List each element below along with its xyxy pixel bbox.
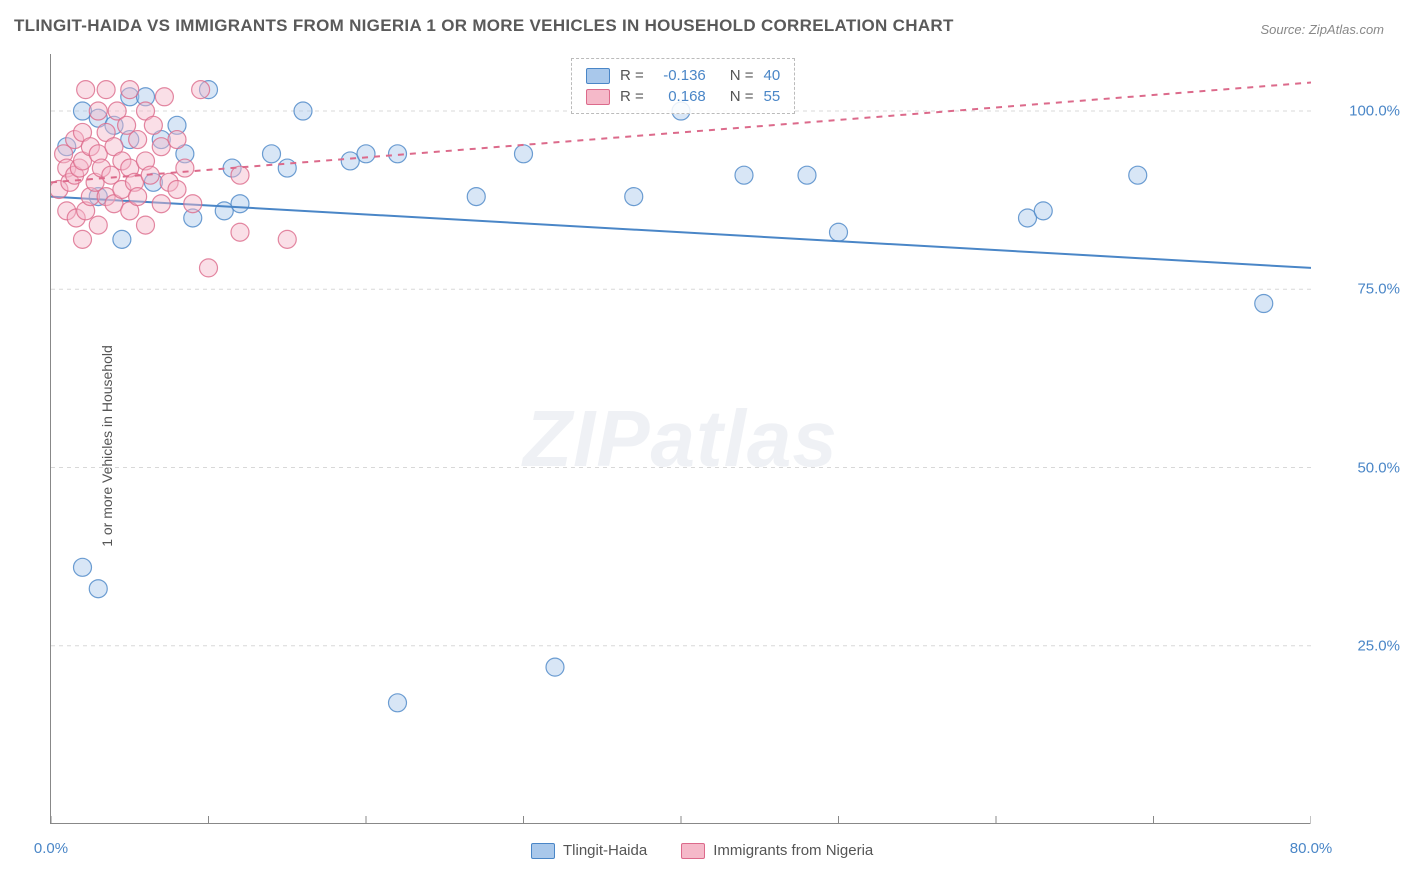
legend-swatch <box>586 89 610 105</box>
y-tick-label: 75.0% <box>1320 281 1400 298</box>
legend-swatch <box>531 843 555 859</box>
legend-swatch <box>586 68 610 84</box>
x-tick-label: 80.0% <box>1290 840 1333 857</box>
legend-row-tlingit: R = -0.136 N = 40 <box>586 65 780 86</box>
n-value: 55 <box>764 88 781 105</box>
legend-swatch <box>681 843 705 859</box>
legend-item-tlingit: Tlingit-Haida <box>531 842 647 859</box>
legend-item-nigeria: Immigrants from Nigeria <box>681 842 873 859</box>
y-tick-label: 100.0% <box>1320 103 1400 120</box>
r-label: R = <box>620 67 644 84</box>
r-value: 0.168 <box>654 88 706 105</box>
chart-title: TLINGIT-HAIDA VS IMMIGRANTS FROM NIGERIA… <box>14 16 954 36</box>
y-tick-label: 25.0% <box>1320 637 1400 654</box>
y-tick-label: 50.0% <box>1320 459 1400 476</box>
legend-label: Immigrants from Nigeria <box>713 842 873 859</box>
r-label: R = <box>620 88 644 105</box>
legend-label: Tlingit-Haida <box>563 842 647 859</box>
plot-svg <box>51 54 1311 824</box>
n-label: N = <box>730 88 754 105</box>
n-value: 40 <box>764 67 781 84</box>
x-tick-label: 0.0% <box>34 840 68 857</box>
legend-row-nigeria: R = 0.168 N = 55 <box>586 86 780 107</box>
r-value: -0.136 <box>654 67 706 84</box>
scatter-plot: ZIPatlas R = -0.136N = 40R = 0.168N = 55… <box>50 54 1310 824</box>
n-label: N = <box>730 67 754 84</box>
source-label: Source: ZipAtlas.com <box>1260 22 1384 37</box>
correlation-legend: R = -0.136 N = 40 R = 0.168 N = 55 <box>571 58 795 114</box>
series-legend: Tlingit-Haida Immigrants from Nigeria <box>531 842 873 859</box>
